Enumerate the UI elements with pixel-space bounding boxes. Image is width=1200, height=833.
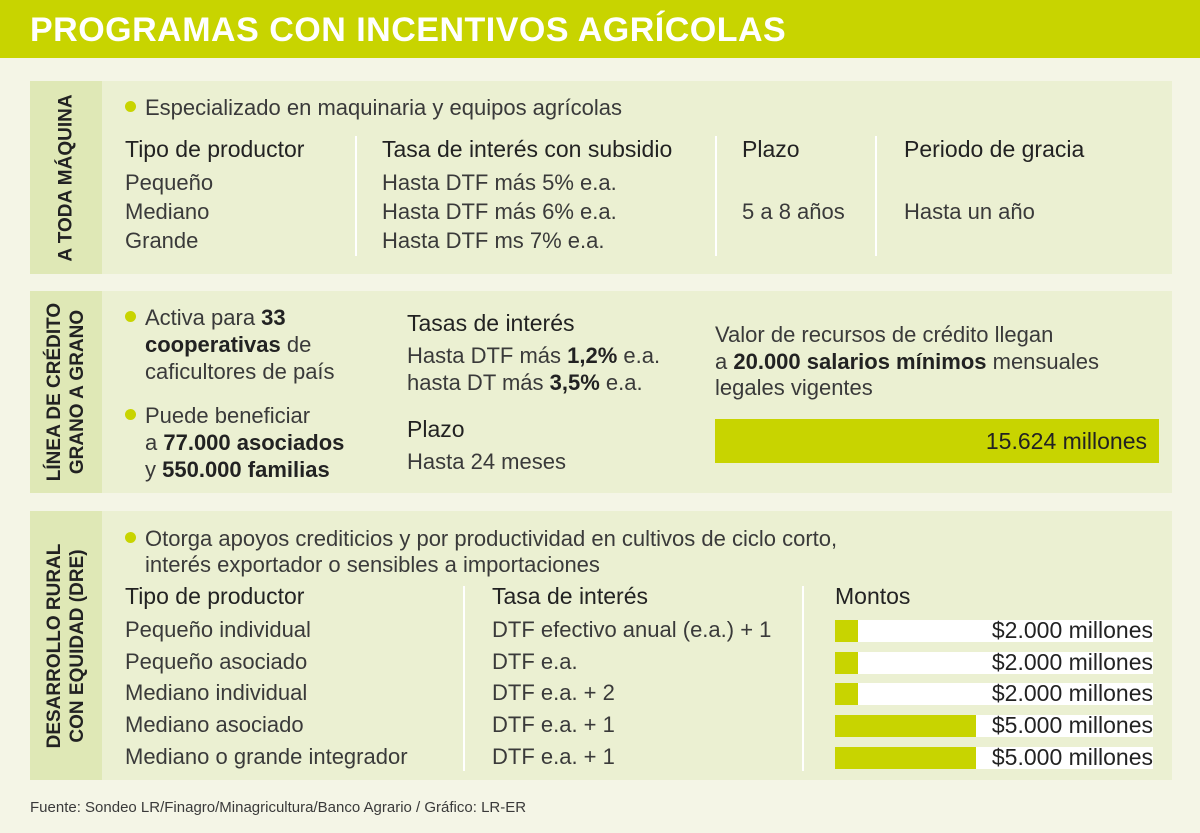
tasa-cell: DTF e.a. + 1	[492, 744, 615, 769]
page-title: PROGRAMAS CON INCENTIVOS AGRÍCOLAS	[14, 8, 803, 52]
valor-line: a 20.000 salarios mínimos mensuales	[715, 349, 1100, 374]
col-header-tasa: Tasa de interés	[492, 583, 648, 609]
monto-bar: $2.000 millones	[835, 649, 1153, 675]
monto-bar-fill	[835, 652, 858, 674]
bullet-item: Puede beneficiar	[125, 401, 310, 430]
tasa-line: hasta DT más 3,5% e.a.	[407, 370, 643, 395]
valor-line: legales vigentes	[715, 375, 873, 400]
productor-cell: Grande	[125, 228, 199, 253]
section-grano-a-grano: LÍNEA DE CRÉDITO GRANO A GRANO Activa pa…	[30, 291, 1172, 493]
monto-bar: $5.000 millones	[835, 712, 1153, 738]
tasa-cell: Hasta DTF ms 7% e.a.	[382, 228, 605, 253]
section-tab-label: DESARROLLO RURAL CON EQUIDAD (DRE)	[44, 543, 88, 748]
col-header-productor: Tipo de productor	[125, 583, 305, 609]
tasas-title: Tasas de interés	[407, 310, 575, 336]
monto-label: $2.000 millones	[991, 617, 1153, 643]
bullet-item: Otorga apoyos crediticios y por producti…	[125, 524, 837, 553]
monto-label: $5.000 millones	[991, 712, 1153, 738]
productor-cell: Mediano o grande integrador	[125, 744, 408, 769]
section-tab: DESARROLLO RURAL CON EQUIDAD (DRE)	[30, 511, 102, 780]
bullet-dot-icon	[125, 409, 136, 420]
tasa-cell: DTF efectivo anual (e.a.) + 1	[492, 617, 772, 642]
total-bar: 15.624 millones	[715, 419, 1159, 463]
source-note: Fuente: Sondeo LR/Finagro/Minagricultura…	[30, 799, 527, 816]
bullet-item-line: cooperativas de	[145, 332, 312, 357]
monto-label: $5.000 millones	[991, 744, 1153, 770]
productor-cell: Pequeño	[125, 170, 214, 195]
divider	[355, 136, 357, 256]
bullet-dot-icon	[125, 311, 136, 322]
valor-line: Valor de recursos de crédito llegan	[715, 322, 1054, 347]
monto-bar-fill	[835, 747, 976, 769]
bullet-item-line: interés exportador o sensibles a importa…	[145, 552, 600, 577]
col-header-montos: Montos	[835, 583, 911, 609]
col-header-plazo: Plazo	[742, 136, 800, 162]
bullet-item-line: caficultores de país	[145, 359, 335, 384]
col-header-tasa: Tasa de interés con subsidio	[382, 136, 673, 162]
header-band: PROGRAMAS CON INCENTIVOS AGRÍCOLAS	[0, 0, 1200, 58]
monto-bar: $2.000 millones	[835, 617, 1153, 643]
bullet-item-line: y 550.000 familias	[145, 457, 330, 482]
col-header-productor: Tipo de productor	[125, 136, 305, 162]
monto-bar: $2.000 millones	[835, 680, 1153, 706]
monto-bar-fill	[835, 715, 976, 737]
gracia-value: Hasta un año	[904, 199, 1035, 224]
section-tab-label: A TODA MÁQUINA	[55, 93, 77, 262]
tasa-line: Hasta DTF más 1,2% e.a.	[407, 343, 661, 368]
bullet-item: Activa para 33	[125, 303, 286, 332]
monto-bar-fill	[835, 683, 858, 705]
section-dre: DESARROLLO RURAL CON EQUIDAD (DRE) Otorg…	[30, 511, 1172, 780]
section-a-toda-maquina: A TODA MÁQUINA Especializado en maquinar…	[30, 81, 1172, 274]
divider	[875, 136, 877, 256]
bullet-item: Especializado en maquinaria y equipos ag…	[125, 93, 622, 122]
bullet-dot-icon	[125, 101, 136, 112]
tasa-cell: DTF e.a. + 2	[492, 680, 615, 705]
plazo-title: Plazo	[407, 416, 465, 442]
productor-cell: Pequeño asociado	[125, 649, 308, 674]
section-tab-label: LÍNEA DE CRÉDITO GRANO A GRANO	[44, 302, 88, 482]
bullet-item-line: a 77.000 asociados	[145, 430, 345, 455]
bullet-dot-icon	[125, 532, 136, 543]
col-header-gracia: Periodo de gracia	[904, 136, 1085, 162]
monto-label: $2.000 millones	[991, 649, 1153, 675]
productor-cell: Pequeño individual	[125, 617, 311, 642]
plazo-value: Hasta 24 meses	[407, 449, 566, 474]
productor-cell: Mediano	[125, 199, 210, 224]
tasa-cell: DTF e.a.	[492, 649, 578, 674]
tasa-cell: Hasta DTF más 5% e.a.	[382, 170, 617, 195]
monto-bar-fill	[835, 620, 858, 642]
section-tab: A TODA MÁQUINA	[30, 81, 102, 274]
productor-cell: Mediano individual	[125, 680, 308, 705]
monto-bar: $5.000 millones	[835, 744, 1153, 770]
divider	[802, 586, 804, 771]
monto-label: $2.000 millones	[991, 680, 1153, 706]
divider	[463, 586, 465, 771]
section-tab: LÍNEA DE CRÉDITO GRANO A GRANO	[30, 291, 102, 493]
tasa-cell: DTF e.a. + 1	[492, 712, 615, 737]
productor-cell: Mediano asociado	[125, 712, 304, 737]
total-label: 15.624 millones	[985, 428, 1147, 454]
tasa-cell: Hasta DTF más 6% e.a.	[382, 199, 617, 224]
plazo-value: 5 a 8 años	[742, 199, 845, 224]
divider	[715, 136, 717, 256]
